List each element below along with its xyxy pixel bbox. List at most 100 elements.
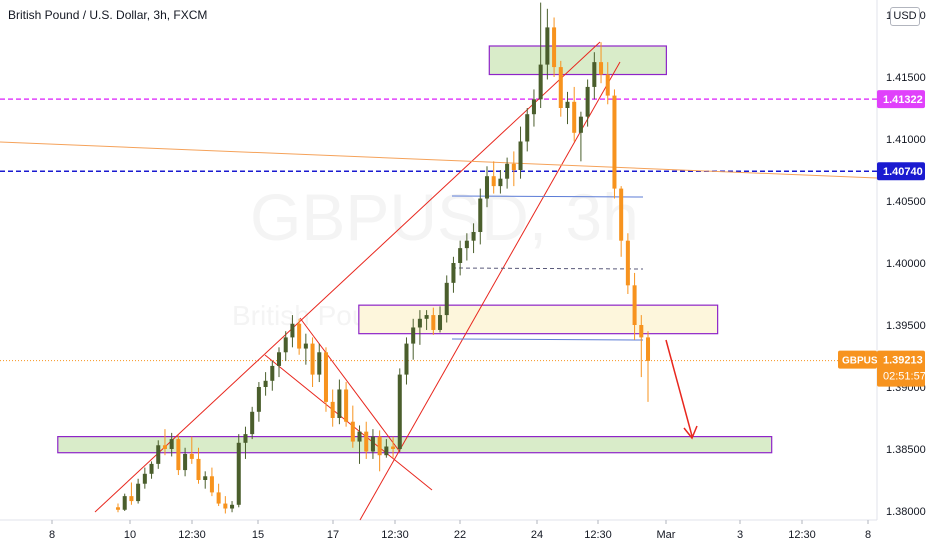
x-tick-label: 8: [865, 529, 871, 541]
candle-body-58: [505, 163, 510, 179]
candle-body-12: [196, 458, 201, 480]
x-tick-label: 22: [454, 529, 466, 541]
candle-body-4: [142, 473, 147, 484]
magenta-level-tag: [877, 90, 925, 109]
y-tick-label: 1.39500: [886, 320, 926, 332]
candle-body-6: [156, 445, 161, 464]
candle-body-71: [592, 62, 597, 87]
trendline-rising-main: [94, 41, 601, 513]
candle-body-36: [357, 431, 362, 442]
watermark-symbol: GBPUSD, 3h: [250, 180, 639, 254]
candle-body-44: [411, 327, 416, 344]
x-tick-label: 12:30: [381, 529, 409, 541]
candle-body-22: [263, 380, 268, 387]
candle-body-24: [277, 352, 282, 366]
candle-body-0: [115, 507, 121, 510]
candle-body-13: [203, 476, 208, 480]
candle-body-54: [478, 198, 483, 232]
symbol-tag-text: GBPUSD: [842, 356, 885, 367]
blue-level-tag-text: 1.40740: [883, 166, 923, 178]
candle-body-47: [431, 315, 436, 330]
horizontal-levels: [0, 98, 877, 362]
candle-body-31: [323, 352, 328, 402]
candle-body-23: [270, 365, 275, 381]
candle-body-69: [578, 116, 583, 133]
x-tick-label: 12:30: [788, 529, 816, 541]
zone-2: [57, 436, 773, 454]
currency-button[interactable]: USD: [890, 7, 920, 26]
y-tick-label: 1.41000: [886, 134, 926, 146]
candle-body-1: [122, 496, 127, 510]
blue-level-tag: [877, 162, 925, 181]
candle-body-14: [209, 476, 214, 493]
y-tick-label: 1.40000: [886, 258, 926, 270]
candle-body-62: [531, 99, 536, 115]
candle-body-68: [572, 101, 577, 133]
candle-body-65: [552, 27, 557, 68]
y-tick-label: 1.38500: [886, 444, 926, 456]
candle-body-53: [471, 232, 476, 241]
candle-body-48: [438, 315, 443, 330]
candle-body-29: [310, 343, 315, 375]
level-blue-short-1: [451, 195, 644, 198]
magenta-level-tag-text: 1.41322: [883, 94, 923, 106]
current-price-tag: [877, 350, 925, 387]
candle-body-27: [297, 323, 302, 349]
candle-body-26: [290, 323, 295, 338]
x-tick-label: 3: [737, 529, 743, 541]
candle-body-52: [464, 240, 469, 249]
trendline-channel-upper: [264, 354, 433, 491]
x-tick-label: 17: [327, 529, 339, 541]
level-blue-short-2: [451, 338, 644, 341]
candle-body-56: [491, 176, 496, 187]
trendlines: [0, 41, 878, 521]
level-dashed-short: [451, 267, 644, 270]
y-tick-label: 1.40500: [886, 196, 926, 208]
candle-body-39: [377, 436, 382, 456]
candle-body-40: [384, 446, 389, 456]
candle-body-50: [451, 263, 456, 283]
candle-body-42: [397, 374, 402, 449]
candle-body-8: [169, 439, 174, 449]
candle-body-72: [599, 62, 604, 75]
candle-body-51: [458, 248, 463, 263]
candle-body-79: [645, 337, 651, 361]
candle-body-3: [136, 483, 141, 502]
chart-title: British Pound / U.S. Dollar, 3h, FXCM: [8, 8, 208, 22]
x-tick-label: 12:30: [584, 529, 612, 541]
countdown-text: 02:51:57: [883, 371, 926, 383]
candle-body-55: [484, 176, 489, 199]
candle-body-10: [183, 453, 188, 471]
trendline-descending: [0, 141, 878, 179]
candle-body-41: [391, 446, 396, 449]
candle-body-20: [250, 411, 255, 435]
candle-body-28: [303, 343, 308, 349]
candle-body-75: [619, 188, 624, 241]
candle-body-43: [404, 343, 409, 375]
candle-body-35: [350, 421, 355, 442]
candle-body-73: [605, 74, 610, 96]
candle-body-37: [364, 431, 369, 452]
candle-body-60: [518, 141, 523, 170]
candle-body-78: [639, 325, 644, 338]
candle-body-19: [243, 434, 248, 443]
y-tick-label: 1.38000: [886, 506, 926, 518]
x-tick-label: 15: [252, 529, 264, 541]
candle-body-33: [337, 389, 342, 418]
candle-body-74: [612, 95, 617, 189]
x-axis: 8 10 12:30 15 17 12:30 22 24 12:30 Mar 3 12:30 8: [49, 520, 871, 541]
candle-body-67: [565, 101, 570, 108]
trendline-channel-lower: [299, 317, 401, 453]
candle-body-15: [216, 492, 221, 504]
current-price-text: 1.39213: [883, 355, 923, 367]
candle-body-25: [283, 337, 288, 353]
symbol-tag: [838, 350, 877, 369]
trendline-rising-inner: [359, 61, 621, 521]
candle-body-2: [129, 496, 134, 502]
candles: [115, 2, 651, 514]
y-axis: 1.420001.415001.410001.405001.400001.395…: [886, 10, 926, 518]
candle-body-30: [317, 352, 322, 375]
projection-arrow: [665, 339, 693, 437]
